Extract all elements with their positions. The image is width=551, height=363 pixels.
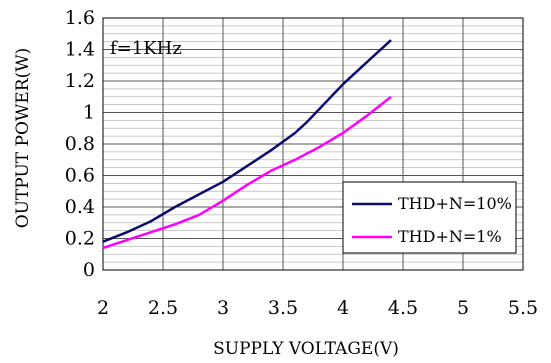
series-line-1 [102, 95, 392, 250]
y-tick-label: 1.2 [65, 70, 95, 92]
x-tick-label: 4 [337, 297, 349, 319]
x-tick-label: 4.5 [388, 297, 418, 319]
x-tick-label: 3.5 [268, 297, 298, 319]
series-line-0 [102, 39, 392, 243]
x-tick-label: 2 [97, 297, 109, 319]
legend: THD+N=10% THD+N=1% [342, 181, 517, 254]
y-tick-label: 0.2 [65, 228, 95, 250]
series-lines [102, 39, 392, 250]
y-tick-label: 1.4 [65, 39, 95, 61]
y-tick-label: 0.4 [65, 196, 95, 218]
x-tick-label: 5 [457, 297, 469, 319]
x-axis-tick-labels: 2 2.5 3 3.5 4 4.5 5 5.5 [97, 297, 538, 319]
x-tick-label: 5.5 [508, 297, 538, 319]
x-tick-label: 3 [217, 297, 229, 319]
y-axis-title: OUTPUT POWER(W) [13, 48, 33, 229]
frequency-annotation: f=1KHz [110, 38, 182, 59]
legend-label-thd1: THD+N=1% [398, 227, 502, 246]
y-tick-label: 1.6 [65, 7, 95, 29]
legend-box [342, 181, 517, 254]
y-tick-label: 0.8 [65, 133, 95, 155]
y-tick-label: 0.6 [65, 165, 95, 187]
plot-area-frame [102, 17, 524, 271]
y-tick-label: 0 [83, 259, 95, 281]
y-tick-label: 1 [83, 102, 95, 124]
x-axis-title: SUPPLY VOLTAGE(V) [213, 339, 399, 359]
legend-label-thd10: THD+N=10% [398, 194, 512, 213]
x-tick-label: 2.5 [148, 297, 178, 319]
y-axis-tick-labels: 0 0.2 0.4 0.6 0.8 1 1.2 1.4 1.6 [65, 7, 95, 281]
